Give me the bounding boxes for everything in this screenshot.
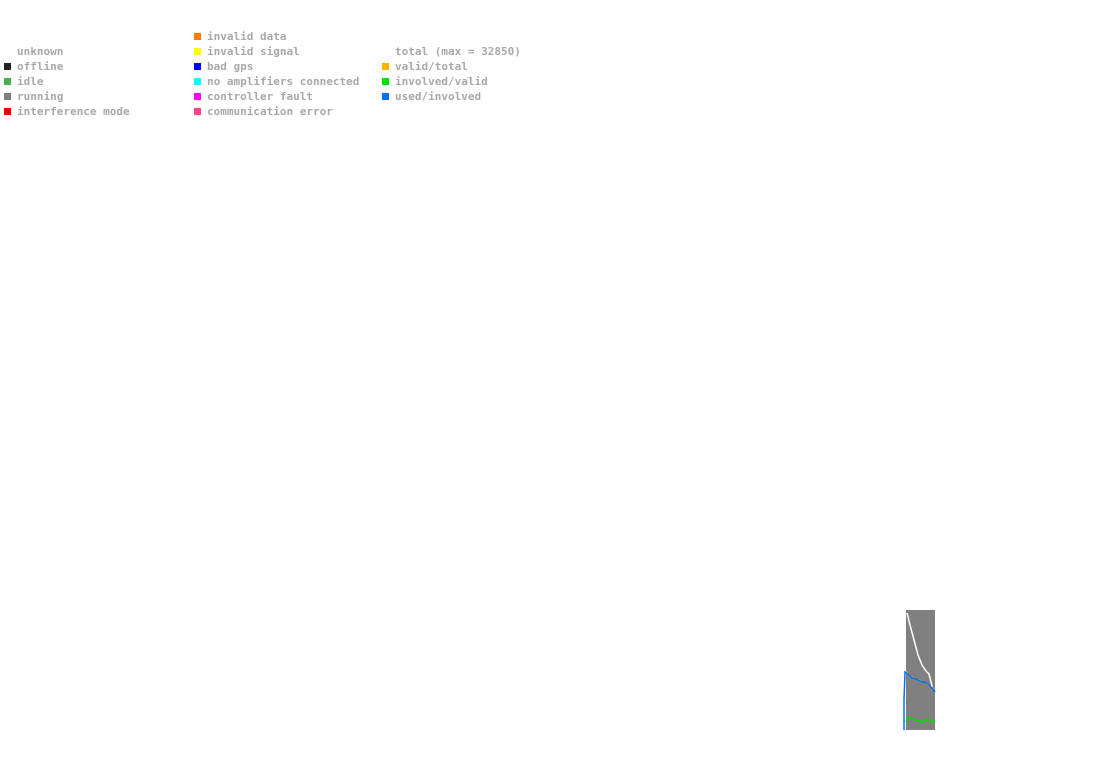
legend-label: interference mode — [17, 105, 130, 118]
total-line — [906, 612, 934, 691]
legend-label: unknown — [17, 45, 63, 58]
legend-label: controller fault — [207, 90, 313, 103]
legend-label: invalid data — [207, 30, 286, 43]
legend-label: communication error — [207, 105, 333, 118]
legend-swatch — [4, 108, 11, 115]
legend-label: involved/valid — [395, 75, 488, 88]
legend-label: invalid signal — [207, 45, 300, 58]
legend-swatch — [4, 78, 11, 85]
legend-label: used/involved — [395, 90, 481, 103]
involved-line — [905, 715, 936, 723]
legend-label: running — [17, 90, 63, 103]
legend-label: offline — [17, 60, 64, 73]
legend-swatch — [4, 63, 11, 70]
legend-label: bad gps — [207, 60, 253, 73]
legend-swatch — [382, 93, 389, 100]
legend-swatch — [4, 93, 11, 100]
legend-swatch — [194, 93, 201, 100]
legend-label: no amplifiers connected — [207, 75, 359, 88]
legend-swatch — [194, 78, 201, 85]
legend-swatch — [194, 108, 201, 115]
legend-label: idle — [17, 75, 44, 88]
legend-swatch — [194, 48, 201, 55]
legend-swatch — [382, 63, 389, 70]
legend-swatch — [194, 33, 201, 40]
used-line — [903, 670, 936, 730]
mini-graph — [903, 610, 936, 730]
legend-label: valid/total — [395, 60, 468, 73]
legend-swatch — [194, 63, 201, 70]
legend-swatch — [382, 78, 389, 85]
legend-label: total (max = 32850) — [395, 45, 521, 58]
